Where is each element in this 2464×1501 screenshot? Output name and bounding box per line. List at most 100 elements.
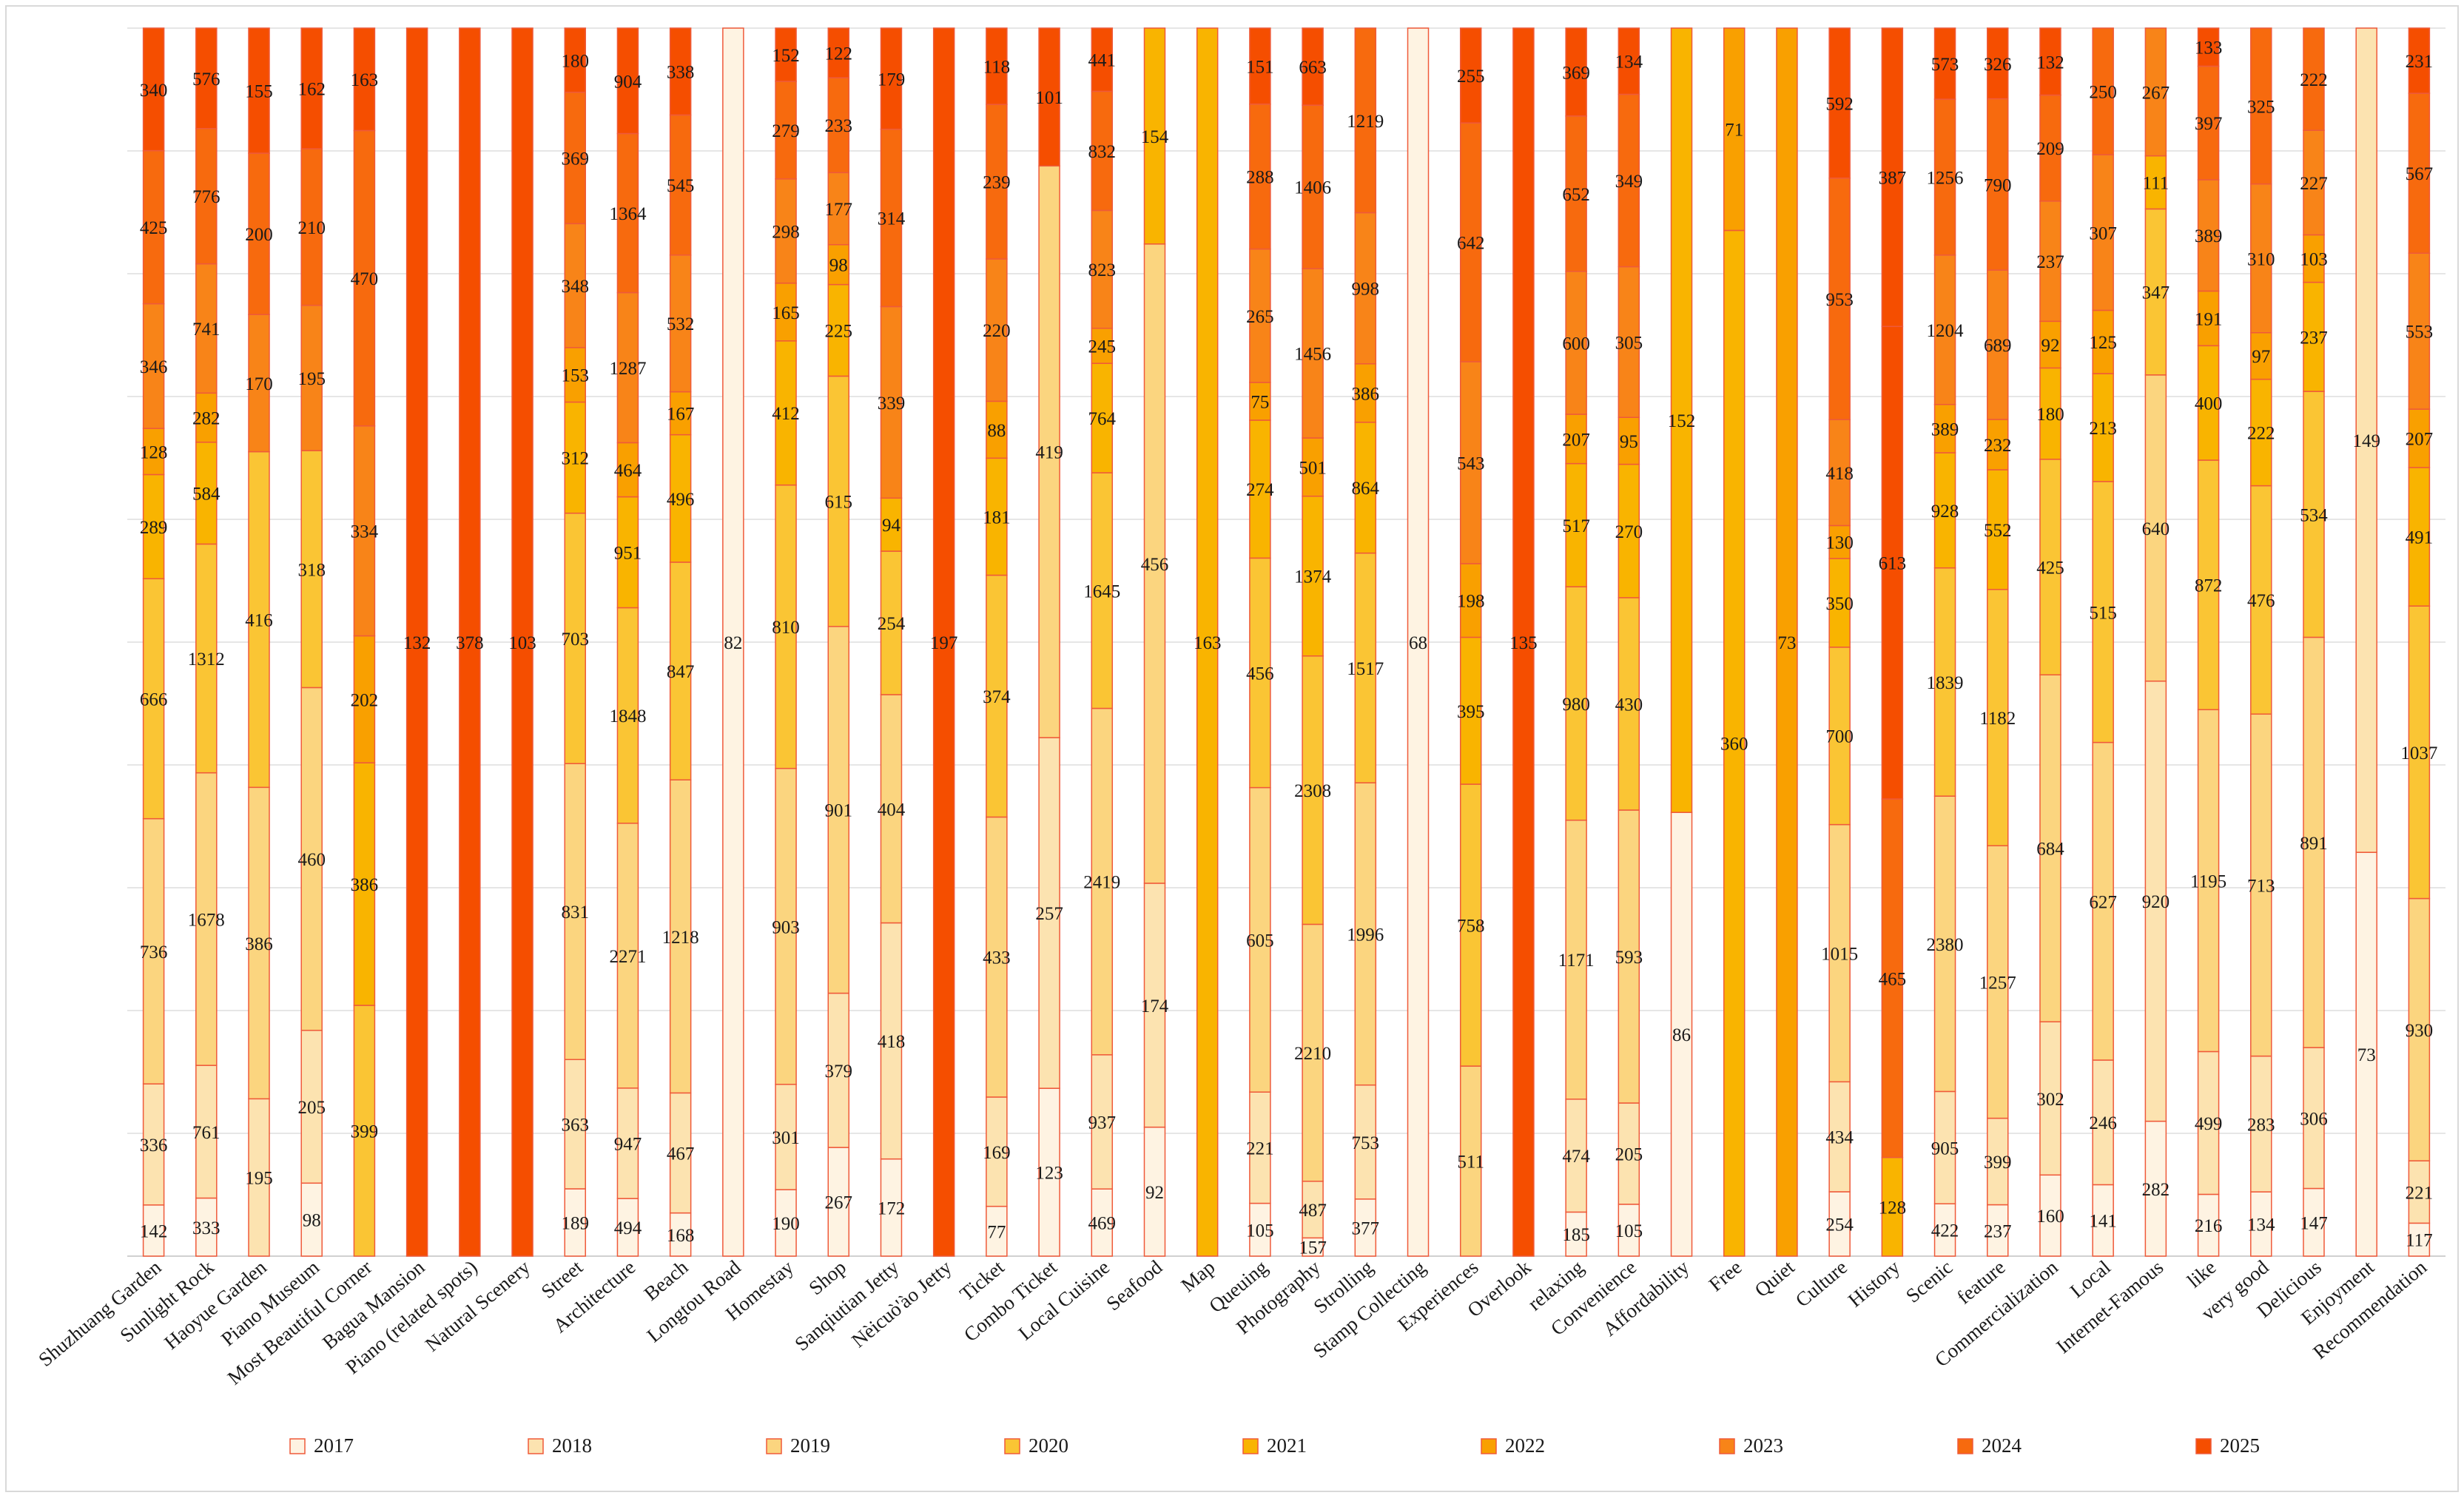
bar-segment (775, 27, 797, 82)
bar-segment (564, 763, 586, 1060)
bar-segment (880, 694, 903, 924)
bar-segment (2197, 709, 2220, 1053)
bar-segment (775, 283, 797, 342)
bar-segment (1302, 496, 1324, 657)
bar-segment (1249, 1202, 1271, 1257)
bar-segment (1249, 103, 1271, 250)
data-label: 346 (140, 357, 168, 377)
bar-segment (1618, 93, 1640, 268)
data-label: 135 (1509, 633, 1538, 653)
data-label: 534 (2300, 505, 2328, 525)
data-label: 891 (2300, 834, 2328, 854)
data-label: 92 (1145, 1183, 1164, 1203)
data-label: 92 (2041, 336, 2059, 356)
bar-segment (2303, 281, 2325, 392)
data-label: 823 (1088, 260, 1117, 280)
data-label: 553 (2406, 323, 2434, 343)
bar-segment (1091, 1054, 1114, 1190)
bar-segment (564, 1188, 586, 1257)
bar-segment (775, 178, 797, 284)
bar-segment (827, 27, 850, 78)
bar-segment (1828, 419, 1851, 527)
data-label: 169 (983, 1143, 1011, 1163)
data-label: 198 (1457, 592, 1485, 612)
data-label: 1364 (609, 204, 647, 224)
data-label: 133 (2195, 38, 2223, 58)
data-label: 470 (351, 269, 379, 289)
data-label: 494 (614, 1218, 642, 1238)
bar-segment (1512, 27, 1535, 1257)
data-label: 314 (878, 209, 906, 229)
bar-segment (2303, 129, 2325, 236)
data-label: 758 (1457, 917, 1485, 937)
bar-segment (248, 27, 270, 154)
data-label: 552 (1984, 521, 2012, 541)
data-label: 2210 (1294, 1044, 1331, 1064)
bar-segment (2408, 605, 2431, 900)
data-label: 1204 (1927, 321, 1965, 341)
bar-segment (2092, 741, 2114, 1061)
bar-segment (1143, 27, 1166, 245)
data-label: 600 (1562, 334, 1590, 354)
bar-segment (1828, 558, 1851, 648)
data-label: 349 (1615, 172, 1643, 192)
data-label: 864 (1352, 479, 1380, 499)
data-label: 163 (351, 70, 379, 90)
data-label: 288 (1246, 168, 1274, 188)
bar-segment (300, 450, 323, 689)
data-label: 336 (140, 1136, 168, 1156)
data-label: 220 (983, 321, 1011, 341)
bar-segment (1143, 243, 1166, 884)
data-label: 195 (245, 1169, 273, 1189)
data-label: 703 (561, 630, 589, 650)
bar-segment (669, 1092, 692, 1214)
bar-segment (195, 1065, 218, 1199)
legend-swatch (2195, 1438, 2212, 1454)
bar-segment (880, 922, 903, 1160)
data-label: 233 (825, 116, 853, 136)
data-label: 700 (1825, 727, 1854, 747)
data-label: 132 (403, 633, 431, 653)
data-label: 496 (667, 490, 695, 510)
bar-segment (2039, 1021, 2061, 1176)
bar-segment (142, 428, 165, 476)
bar-segment (1459, 1065, 1482, 1257)
data-label: 105 (1246, 1221, 1274, 1241)
data-label: 905 (1931, 1139, 1959, 1158)
bar-segment (564, 27, 586, 93)
bar-segment (405, 27, 428, 1257)
data-label: 101 (1035, 88, 1063, 108)
data-label: 103 (508, 633, 536, 653)
data-label: 1839 (1927, 673, 1964, 693)
bar-segment (1618, 27, 1640, 95)
data-label: 209 (2036, 139, 2064, 159)
legend-label: 2024 (1982, 1434, 2022, 1457)
data-label: 142 (140, 1221, 168, 1241)
data-label: 416 (245, 610, 273, 630)
data-label: 305 (1615, 333, 1643, 353)
bar-segment (142, 473, 165, 580)
data-label: 86 (1672, 1025, 1691, 1045)
data-labels: 142 336 736 666 289 128 346 425 340 333 761 1678 131… (140, 38, 2438, 1258)
bar-segment (2144, 155, 2167, 210)
bar-segment (2039, 1174, 2061, 1257)
data-label: 310 (2247, 249, 2275, 269)
bar-segment (616, 132, 639, 294)
legend: 2017 2018 2019 2020 2021 2022 2023 2024 2025 (289, 1434, 2260, 1457)
bar-segment (195, 772, 218, 1066)
bar-segment (2408, 408, 2431, 468)
data-label: 306 (2300, 1109, 2328, 1129)
data-label: 2308 (1294, 781, 1331, 801)
data-label: 360 (1720, 735, 1748, 755)
data-label: 434 (1825, 1128, 1854, 1148)
bar-segment (1302, 923, 1324, 1182)
bar-segment (1565, 462, 1587, 587)
bar-segment (880, 306, 903, 499)
data-label: 1848 (609, 706, 646, 726)
data-label: 172 (878, 1198, 906, 1218)
data-label: 165 (772, 303, 800, 323)
data-label: 200 (245, 225, 273, 245)
bar-segment (2303, 391, 2325, 638)
data-label: 205 (1615, 1144, 1643, 1164)
data-label: 1037 (2400, 743, 2437, 763)
